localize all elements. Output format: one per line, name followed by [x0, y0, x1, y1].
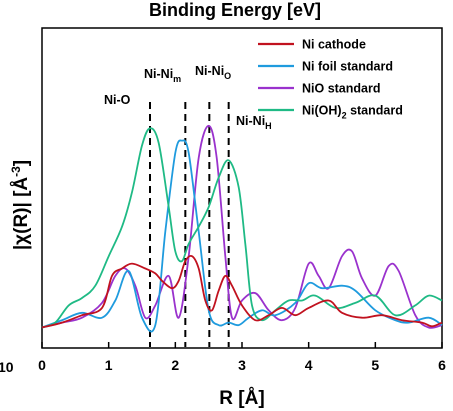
- peak-label-main: Ni-Ni: [236, 114, 265, 128]
- x-tick-label: 5: [371, 357, 379, 373]
- series-line-ni-foil-standard: [41, 139, 443, 333]
- peak-label-main: Ni-Ni: [144, 67, 173, 81]
- series-line-ni-oh-2-standard: [41, 127, 443, 329]
- peak-label-main: Ni-Ni: [195, 64, 224, 78]
- x-tick-label: 6: [438, 357, 446, 373]
- peak-label-sub: H: [265, 121, 272, 131]
- legend-entry-sub: 2: [342, 111, 347, 121]
- x-axis-title: R [Å]: [219, 388, 264, 409]
- legend-entry: Ni cathode: [302, 38, 366, 52]
- legend-entry-label: Ni(OH): [302, 104, 342, 118]
- legend-entry: Ni(OH)2 standard: [302, 104, 403, 121]
- x-axis-ticks: 0 1 2 3 4 5 6: [38, 342, 446, 373]
- x-tick-label: 4: [305, 357, 313, 373]
- legend-entry-label: Ni cathode: [302, 38, 366, 52]
- legend-entry-label: Ni foil standard: [302, 60, 393, 74]
- x-tick-label: 3: [238, 357, 246, 373]
- legend-entry: NiO standard: [302, 82, 381, 96]
- peak-label: Ni-O: [104, 93, 131, 107]
- legend: Ni cathode Ni foil standard NiO standard Ni…: [258, 38, 403, 121]
- series-lines: [41, 124, 443, 333]
- x-tick-label: 0: [38, 357, 46, 373]
- peak-label-sub: m: [173, 74, 181, 84]
- series-line-ni-cathode: [41, 254, 443, 329]
- y-axis-title: |χ(R)| [Å-3]: [9, 160, 32, 250]
- series-line-nio-standard: [41, 124, 443, 329]
- x-tick-label: 2: [171, 357, 179, 373]
- top-title: Binding Energy [eV]: [149, 0, 321, 20]
- peak-label: Ni-Nim: [144, 67, 181, 84]
- peak-label-sub: O: [224, 71, 231, 81]
- left-edge-label: 10: [0, 359, 14, 375]
- x-tick-label: 1: [105, 357, 113, 373]
- y-axis-title-sup: -3: [9, 166, 23, 177]
- legend-entry-suffix: standard: [347, 104, 403, 118]
- y-axis-title-main: |χ(R)| [Å: [11, 177, 32, 251]
- reference-lines: [149, 102, 230, 347]
- y-axis-title-end: ]: [11, 160, 32, 166]
- legend-entry: Ni foil standard: [302, 60, 393, 74]
- peak-label-main: Ni-O: [104, 93, 131, 107]
- legend-entry-label: NiO standard: [302, 82, 381, 96]
- peak-label: Ni-NiH: [236, 114, 272, 131]
- peak-label: Ni-NiO: [195, 64, 231, 81]
